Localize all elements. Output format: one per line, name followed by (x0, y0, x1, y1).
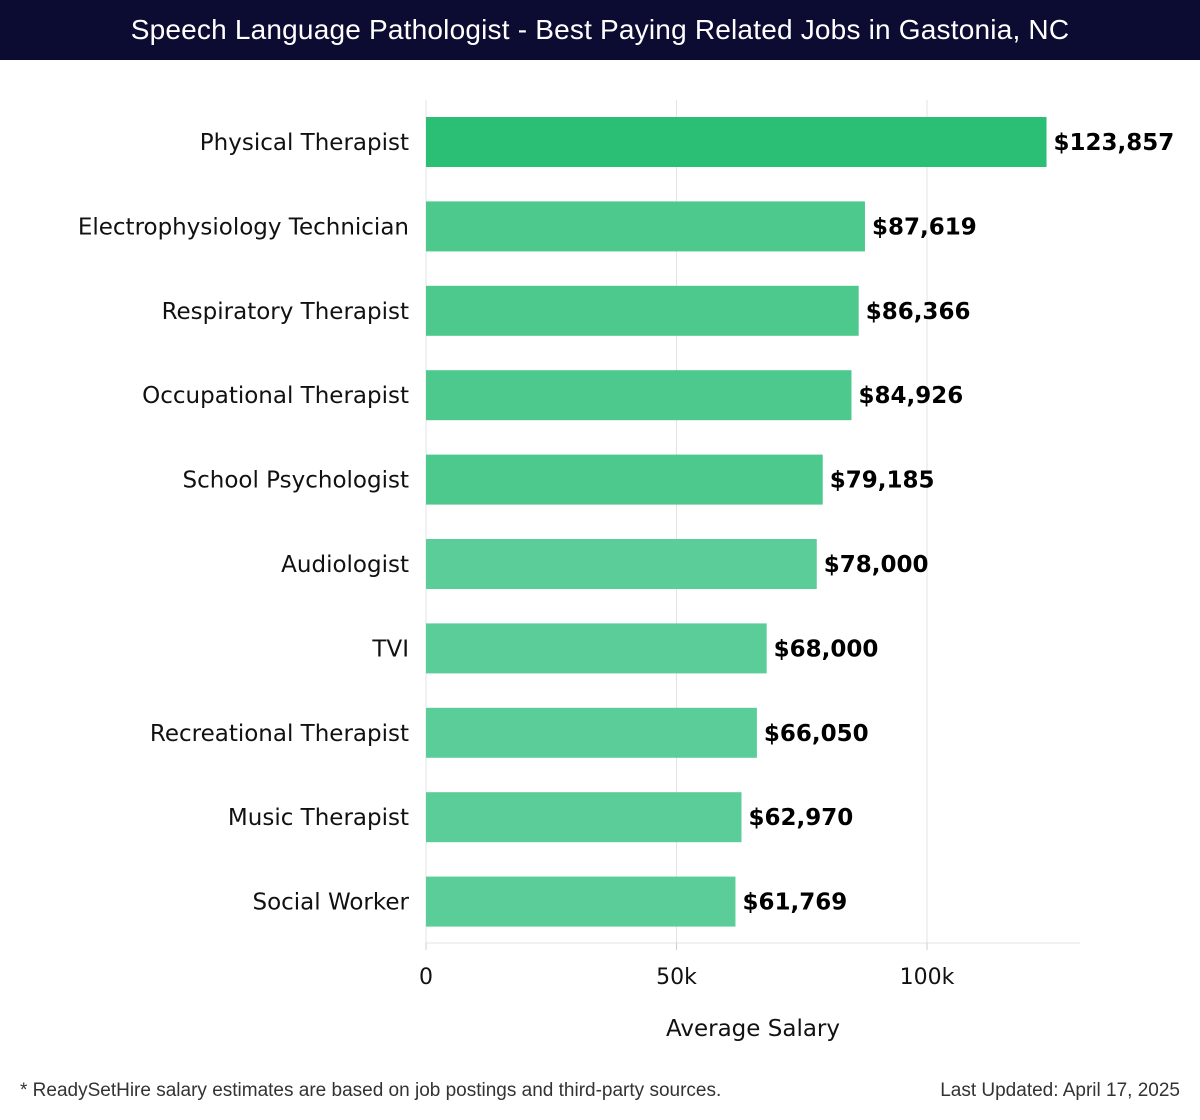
category-label: Occupational Therapist (142, 383, 409, 409)
chart-title: Speech Language Pathologist - Best Payin… (130, 14, 1070, 45)
x-tick-label: 0 (419, 965, 433, 990)
value-label: $61,769 (742, 890, 847, 916)
value-label: $78,000 (824, 552, 929, 578)
category-label: Physical Therapist (200, 130, 409, 156)
value-label: $62,970 (748, 805, 853, 831)
value-label: $86,366 (866, 299, 971, 325)
bar (426, 454, 823, 505)
bar (426, 201, 865, 252)
bar (426, 539, 817, 589)
category-label: Electrophysiology Technician (78, 214, 409, 240)
category-label: Audiologist (281, 552, 409, 578)
bar (426, 707, 757, 758)
category-label: Recreational Therapist (150, 721, 409, 747)
title-bar: Speech Language Pathologist - Best Payin… (0, 0, 1200, 60)
x-tick-label: 100k (900, 965, 955, 990)
bar (426, 285, 859, 336)
category-label: Social Worker (252, 890, 409, 916)
category-label: Respiratory Therapist (162, 299, 409, 325)
bar (426, 792, 742, 843)
footer-note: * ReadySetHire salary estimates are base… (20, 1080, 722, 1101)
x-tick-label: 50k (656, 965, 697, 990)
bar (426, 370, 852, 421)
bar (426, 117, 1047, 167)
category-label: School Psychologist (183, 468, 409, 494)
value-label: $79,185 (830, 468, 935, 494)
value-label: $87,619 (872, 214, 977, 240)
category-label: TVI (371, 636, 409, 662)
footer-updated: Last Updated: April 17, 2025 (940, 1080, 1180, 1101)
bar (426, 623, 767, 674)
category-label: Music Therapist (228, 805, 409, 831)
bar (426, 876, 736, 927)
value-label: $123,857 (1054, 130, 1175, 156)
value-label: $84,926 (858, 383, 963, 409)
x-axis-title: Average Salary (666, 1016, 840, 1042)
value-label: $68,000 (774, 636, 879, 662)
value-label: $66,050 (764, 721, 869, 747)
